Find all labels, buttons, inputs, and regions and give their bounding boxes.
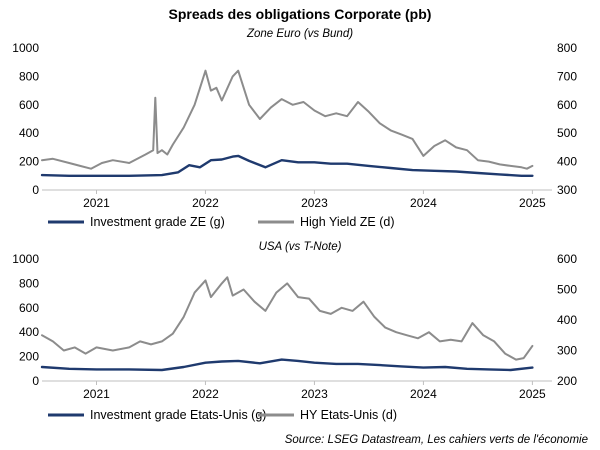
- legend-label: Investment grade ZE (g): [90, 215, 225, 229]
- left-y-tick-label: 1000: [12, 252, 39, 266]
- x-tick-label: 2022: [192, 387, 219, 401]
- legend-label: HY Etats-Unis (d): [300, 408, 397, 422]
- right-y-tick-label: 200: [557, 374, 577, 388]
- right-y-tick-label: 300: [557, 183, 577, 197]
- panel-2: 2021 2022 2023 2024 2025 0 200 400 600 800 1000 200…: [12, 252, 577, 422]
- right-y-tick-label: 800: [557, 41, 577, 55]
- x-tick-label: 2024: [410, 387, 437, 401]
- series-line-high-yield: [41, 276, 534, 361]
- left-y-tick-label: 400: [19, 126, 39, 140]
- series-line-investment-grade: [40, 358, 534, 372]
- right-y-tick-label: 400: [557, 313, 577, 327]
- x-tick-label: 2024: [410, 196, 437, 210]
- left-y-tick-label: 0: [32, 183, 39, 197]
- x-tick-label: 2025: [519, 196, 546, 210]
- x-tick-label: 2021: [83, 387, 110, 401]
- chart-title: Spreads des obligations Corporate (pb): [169, 6, 432, 22]
- right-y-tick-label: 500: [557, 126, 577, 140]
- left-y-tick-label: 800: [19, 276, 39, 290]
- right-y-tick-label: 300: [557, 344, 577, 358]
- legend-label: Investment grade Etats-Unis (g): [90, 408, 266, 422]
- left-y-tick-label: 600: [19, 98, 39, 112]
- left-y-tick-label: 0: [32, 374, 39, 388]
- left-y-tick-label: 200: [19, 155, 39, 169]
- right-y-tick-label: 600: [557, 98, 577, 112]
- plot-layer: 2021 2022 2023 2024 2025 0 200 400 600 800 1000 300…: [12, 41, 577, 422]
- right-y-tick-label: 700: [557, 69, 577, 83]
- x-tick-label: 2022: [192, 196, 219, 210]
- x-tick-label: 2021: [83, 196, 110, 210]
- right-y-tick-label: 500: [557, 283, 577, 297]
- right-y-tick-label: 600: [557, 252, 577, 266]
- left-y-tick-label: 600: [19, 301, 39, 315]
- panel-1: 2021 2022 2023 2024 2025 0 200 400 600 800 1000 300…: [12, 41, 577, 229]
- x-tick-label: 2023: [301, 387, 328, 401]
- panel-1-subtitle: Zone Euro (vs Bund): [246, 28, 353, 40]
- left-y-tick-label: 200: [19, 350, 39, 364]
- legend-label: High Yield ZE (d): [300, 215, 394, 229]
- source-note: Source: LSEG Datastream, Les cahiers ver…: [285, 434, 588, 446]
- left-y-tick-label: 400: [19, 325, 39, 339]
- x-tick-label: 2023: [301, 196, 328, 210]
- left-y-tick-label: 800: [19, 69, 39, 83]
- right-y-tick-label: 400: [557, 155, 577, 169]
- series-line-high-yield: [41, 69, 534, 170]
- panel-2-subtitle: USA (vs T-Note): [259, 241, 342, 253]
- left-y-tick-label: 1000: [12, 41, 39, 55]
- series-line-investment-grade: [40, 154, 534, 177]
- x-tick-label: 2025: [519, 387, 546, 401]
